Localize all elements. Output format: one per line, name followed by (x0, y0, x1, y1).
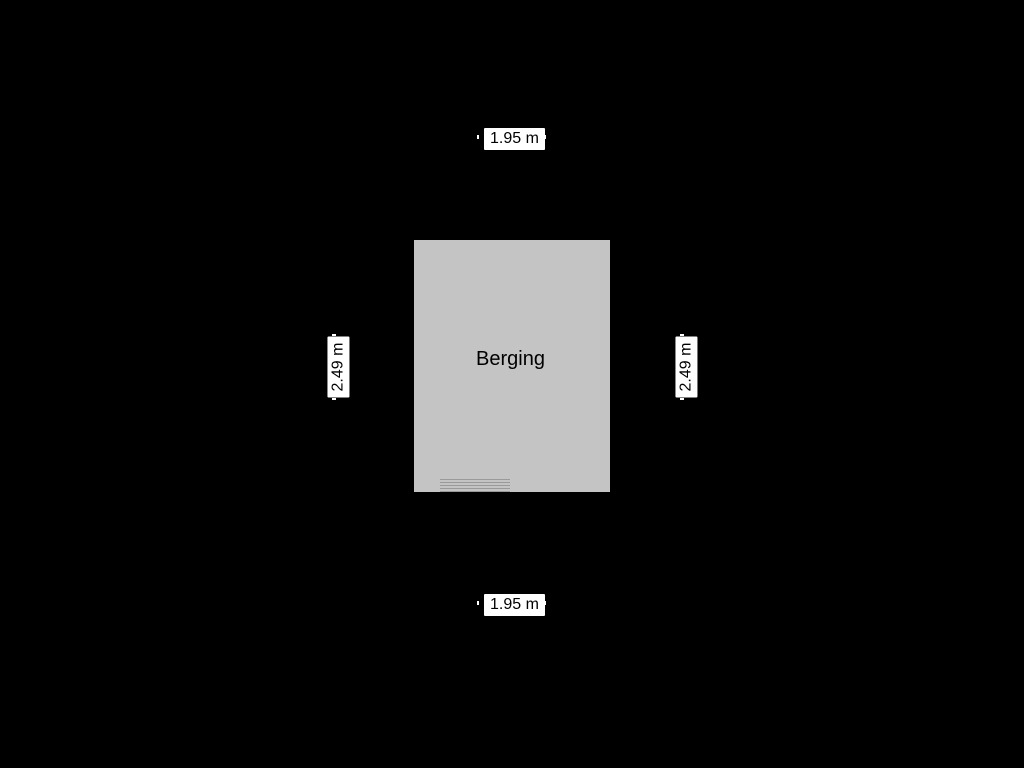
dim-tick (544, 135, 546, 139)
dimension-bottom: 1.95 m (484, 594, 545, 616)
room-label: Berging (476, 348, 545, 371)
floorplan-canvas: Berging 1.95 m 1.95 m 2.49 m 2.49 m (0, 0, 1024, 768)
dimension-top: 1.95 m (484, 128, 545, 150)
dim-tick (680, 398, 684, 400)
dim-tick (544, 601, 546, 605)
dimension-left: 2.49 m (327, 337, 349, 398)
dimension-right: 2.49 m (675, 337, 697, 398)
dim-tick (477, 135, 479, 139)
dim-tick (477, 601, 479, 605)
door-icon (440, 479, 510, 495)
dim-tick (332, 398, 336, 400)
